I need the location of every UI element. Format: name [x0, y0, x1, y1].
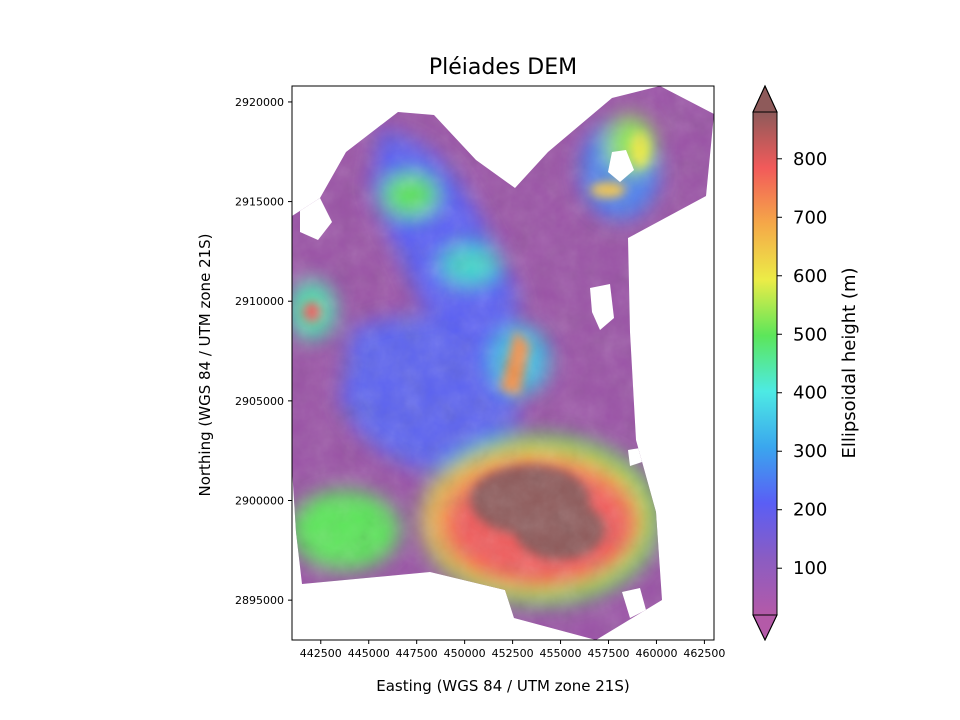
colorbar-tick-label: 100	[793, 558, 827, 579]
colorbar-gradient	[753, 112, 777, 615]
x-tick-label: 455000	[540, 647, 582, 660]
colorbar-tick-label: 800	[793, 149, 827, 170]
colorbar-tick-label: 400	[793, 383, 827, 404]
y-axis-ticks: 2895000 2900000 2905000 2910000 2915000 29200…	[235, 96, 292, 607]
x-tick-label: 445000	[348, 647, 390, 660]
y-tick-label: 2920000	[235, 96, 284, 109]
y-tick-label: 2905000	[235, 395, 284, 408]
x-tick-label: 452500	[492, 647, 534, 660]
colorbar-tick-label: 300	[793, 441, 827, 462]
x-tick-label: 447500	[396, 647, 438, 660]
colorbar-tick-label: 500	[793, 324, 827, 345]
colorbar-ticks: 100 200 300 400 500 600 700 800	[777, 149, 827, 579]
colorbar-extend-high	[752, 84, 778, 113]
colorbar-label: Ellipsoidal height (m)	[839, 267, 860, 458]
axes-frame	[291, 85, 715, 641]
x-tick-label: 462500	[683, 647, 725, 660]
colorbar-outline	[752, 84, 778, 642]
x-tick-label: 460000	[635, 647, 677, 660]
x-tick-label: 442500	[300, 647, 342, 660]
dem-raster	[292, 86, 714, 640]
y-tick-label: 2915000	[235, 196, 284, 209]
y-tick-label: 2895000	[235, 594, 284, 607]
y-axis-label: Northing (WGS 84 / UTM zone 21S)	[196, 233, 214, 496]
colorbar-tick-label: 700	[793, 207, 827, 228]
colorbar-tick-label: 200	[793, 500, 827, 521]
y-tick-label: 2910000	[235, 295, 284, 308]
x-axis-ticks: 442500 445000 447500 450000 452500 455000 4575…	[300, 640, 725, 660]
colorbar: 100 200 300 400 500 600 700 800	[752, 84, 827, 642]
x-tick-label: 450000	[444, 647, 486, 660]
x-tick-label: 457500	[588, 647, 630, 660]
x-axis-label: Easting (WGS 84 / UTM zone 21S)	[376, 677, 629, 695]
colorbar-tick-label: 600	[793, 266, 827, 287]
colorbar-extend-low	[752, 614, 778, 642]
chart-title: Pléiades DEM	[429, 55, 577, 80]
y-tick-label: 2900000	[235, 495, 284, 508]
